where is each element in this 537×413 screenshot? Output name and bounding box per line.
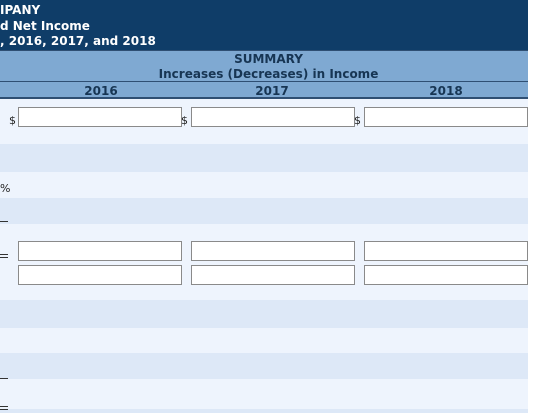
- row3-2018-input[interactable]: [364, 265, 528, 285]
- amount-2017-input[interactable]: [191, 107, 355, 127]
- table-row: [0, 224, 528, 300]
- currency-symbol-2018: $: [354, 114, 361, 127]
- row3-2016-input[interactable]: [18, 265, 182, 285]
- year-2018: 2018: [429, 84, 463, 98]
- double-underline-marker: [0, 254, 8, 255]
- row2-2018-input[interactable]: [364, 241, 528, 261]
- table-row: [0, 172, 528, 198]
- table-row: [0, 409, 528, 413]
- year-2017: 2017: [255, 84, 289, 98]
- row3-2017-input[interactable]: [191, 265, 355, 285]
- year-2016: 2016: [84, 84, 118, 98]
- statement-title: d Net Income: [0, 19, 90, 33]
- currency-symbol-2017: $: [181, 114, 188, 127]
- row2-2017-input[interactable]: [191, 241, 355, 261]
- table-row: [0, 379, 528, 409]
- underline-marker: [0, 378, 8, 379]
- amount-2016-input[interactable]: [18, 107, 182, 127]
- table-row: [0, 353, 528, 379]
- title-band: [0, 0, 528, 50]
- amount-2018-input[interactable]: [364, 107, 528, 127]
- subtitle-rule: [0, 81, 528, 82]
- currency-symbol-2016: $: [9, 114, 16, 127]
- underline-marker: [0, 221, 8, 222]
- table-row: [0, 144, 528, 172]
- percent-symbol: %: [0, 182, 11, 195]
- double-underline-marker: [0, 406, 8, 407]
- company-name: IPANY: [0, 3, 41, 17]
- double-underline-marker: [0, 409, 8, 410]
- table-row: [0, 328, 528, 353]
- header-top-rule: [0, 50, 528, 51]
- year-rule: [0, 97, 528, 99]
- summary-subtitle: Increases (Decreases) in Income: [158, 67, 379, 81]
- table-row: [0, 300, 528, 328]
- double-underline-marker: [0, 257, 8, 258]
- statement-period: , 2016, 2017, and 2018: [0, 34, 156, 48]
- summary-label: SUMMARY: [234, 52, 303, 66]
- summary-header: [0, 50, 528, 97]
- table-row: [0, 198, 528, 224]
- row2-2016-input[interactable]: [18, 241, 182, 261]
